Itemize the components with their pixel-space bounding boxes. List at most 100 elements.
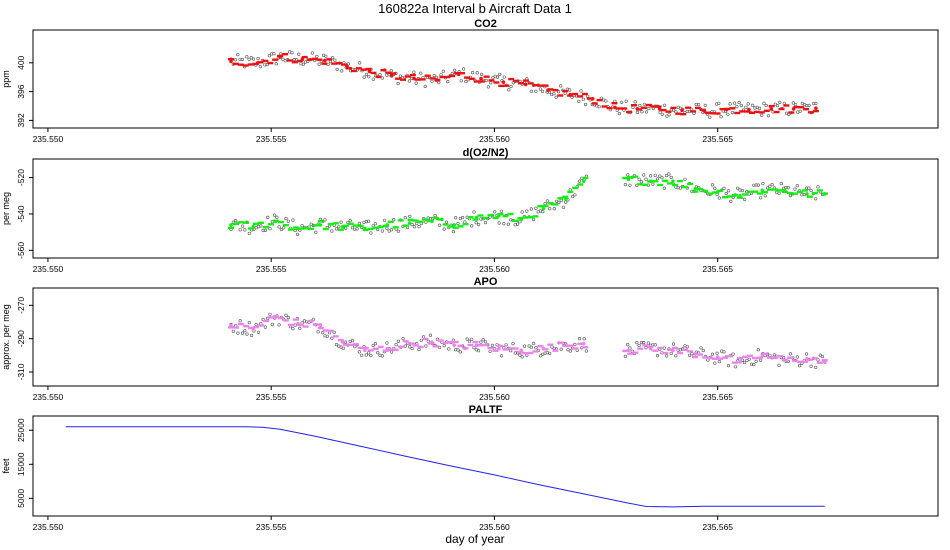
x-tick-label: 235.550 — [33, 134, 64, 144]
raw-point — [470, 337, 474, 341]
data-point — [648, 346, 653, 351]
data-point — [497, 214, 501, 218]
raw-point — [281, 57, 285, 61]
raw-point — [667, 113, 671, 117]
raw-point — [642, 341, 646, 345]
raw-point — [333, 58, 337, 63]
raw-point — [658, 174, 662, 178]
panel-title: APO — [474, 276, 498, 288]
raw-point — [490, 343, 495, 348]
raw-point — [286, 219, 290, 223]
y-axis-label: approx. per meg — [1, 304, 11, 370]
raw-point — [380, 229, 384, 233]
raw-point — [577, 99, 581, 103]
data-point — [340, 224, 345, 229]
raw-point — [640, 110, 644, 114]
raw-point — [284, 313, 288, 317]
data-point — [452, 343, 457, 348]
raw-point — [499, 209, 504, 213]
raw-point — [662, 346, 666, 350]
data-point — [479, 76, 483, 81]
data-point — [412, 76, 416, 81]
raw-point — [713, 361, 717, 365]
raw-point — [722, 350, 726, 354]
raw-point — [415, 221, 419, 226]
raw-point — [772, 353, 777, 357]
raw-point — [581, 97, 585, 101]
raw-point — [300, 224, 304, 228]
raw-point — [446, 79, 450, 84]
raw-point — [350, 339, 355, 343]
data-point — [769, 107, 774, 111]
raw-point — [367, 74, 371, 79]
raw-point — [726, 364, 731, 368]
data-point — [229, 59, 233, 64]
raw-point — [804, 352, 809, 356]
raw-point — [758, 358, 763, 362]
data-point — [782, 358, 787, 363]
raw-point — [456, 221, 460, 226]
raw-point — [373, 222, 378, 226]
raw-point — [768, 353, 772, 357]
panel-4: PALTF feet 25000 15000 5000 235.550 235.555 235… — [1, 404, 939, 532]
x-axis-label: day of year — [445, 532, 504, 546]
raw-point — [378, 73, 382, 77]
data-point — [456, 72, 461, 77]
raw-point — [664, 173, 669, 178]
raw-point — [522, 344, 527, 348]
raw-point — [778, 100, 782, 104]
raw-point — [820, 355, 825, 359]
data-point — [541, 206, 546, 211]
raw-point — [559, 198, 563, 203]
chart-panels: CO2 ppm 400 396 392 235.550 235.555 235.560 235.… — [1, 18, 939, 532]
raw-point — [488, 349, 492, 353]
raw-point — [258, 64, 263, 69]
raw-point — [499, 354, 504, 358]
raw-point — [742, 197, 747, 201]
raw-point — [816, 358, 820, 362]
data-point — [430, 340, 434, 344]
raw-point — [543, 202, 547, 206]
raw-point — [597, 105, 601, 109]
raw-point — [266, 215, 270, 219]
raw-point — [315, 54, 319, 59]
raw-point — [435, 337, 440, 341]
x-tick-label: 235.555 — [256, 392, 287, 402]
data-point — [278, 55, 282, 59]
raw-point — [334, 343, 339, 347]
raw-point — [254, 323, 258, 327]
data-point — [546, 88, 550, 92]
raw-point — [669, 351, 673, 356]
raw-point — [321, 331, 325, 335]
raw-point — [437, 80, 441, 85]
raw-point — [583, 102, 588, 107]
raw-point — [495, 75, 500, 79]
x-tick-label: 235.555 — [256, 134, 287, 144]
raw-point — [238, 319, 242, 323]
data-point — [635, 107, 640, 111]
raw-point — [509, 349, 513, 353]
raw-point — [573, 342, 577, 347]
raw-point — [768, 184, 772, 188]
raw-point — [417, 347, 421, 352]
raw-point — [757, 106, 762, 110]
raw-point — [763, 194, 767, 198]
raw-point — [584, 349, 589, 353]
raw-point — [568, 349, 572, 353]
raw-point — [277, 323, 281, 327]
raw-point — [747, 357, 751, 361]
raw-point — [369, 231, 373, 235]
raw-point — [385, 226, 389, 230]
data-point — [407, 341, 412, 346]
raw-point — [250, 333, 254, 338]
raw-point — [284, 216, 288, 221]
x-tick-label: 235.560 — [479, 392, 510, 402]
data-point — [680, 108, 684, 113]
raw-point — [713, 186, 717, 190]
raw-point — [447, 347, 451, 351]
data-point — [434, 78, 439, 82]
y-axis-label: ppm — [1, 70, 11, 88]
raw-point — [324, 54, 328, 58]
raw-point — [719, 115, 723, 119]
data-point — [407, 221, 412, 225]
